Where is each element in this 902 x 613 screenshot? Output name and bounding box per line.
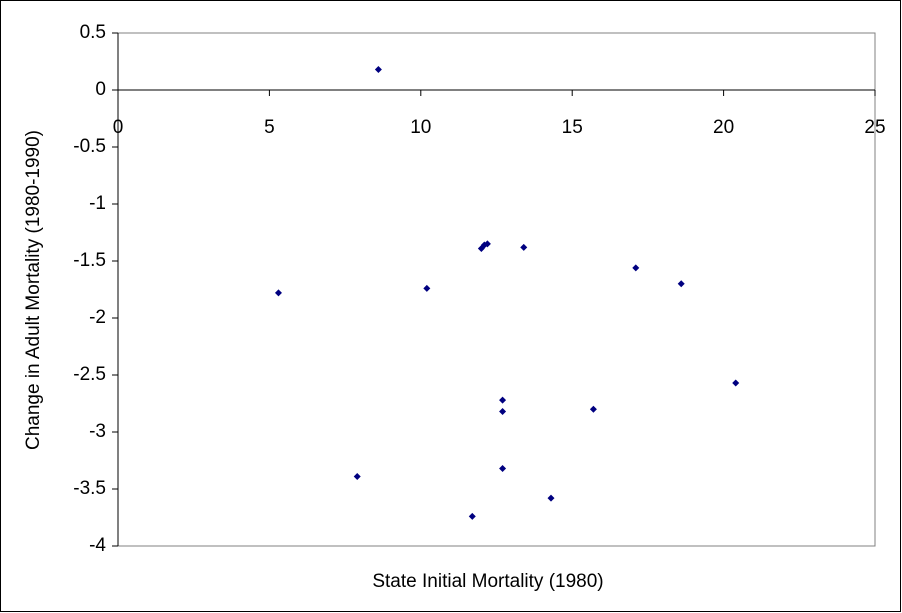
point [353, 472, 361, 480]
x-tick-label: 0 [113, 117, 124, 138]
point [520, 243, 528, 251]
x-tick-label: 10 [410, 117, 431, 138]
point [423, 284, 431, 292]
y-tick-label: -0.5 [73, 136, 106, 157]
point [632, 264, 640, 272]
point [483, 240, 491, 248]
y-axis-title: Change in Adult Mortality (1980-1990) [23, 130, 44, 450]
point [374, 65, 382, 73]
point [499, 464, 507, 472]
point [468, 512, 476, 520]
x-tick-label: 5 [264, 117, 275, 138]
point [677, 280, 685, 288]
y-tick-label: 0 [95, 79, 106, 100]
x-tick-label: 20 [713, 117, 734, 138]
point [589, 405, 597, 413]
y-tick-label: -4 [89, 535, 106, 556]
y-tick-label: -1.5 [73, 250, 106, 271]
y-tick-label: -3 [89, 421, 106, 442]
y-tick-label: -3.5 [73, 478, 106, 499]
point [499, 396, 507, 404]
x-tick-label: 15 [562, 117, 583, 138]
point [732, 379, 740, 387]
y-tick-label: -1 [89, 193, 106, 214]
point [499, 407, 507, 415]
point [274, 289, 282, 297]
y-tick-label: 0.5 [80, 22, 106, 43]
x-tick-label: 25 [864, 117, 885, 138]
y-tick-label: -2 [89, 307, 106, 328]
x-axis-title: State Initial Mortality (1980) [372, 571, 603, 592]
y-tick-label: -2.5 [73, 364, 106, 385]
point [547, 494, 555, 502]
